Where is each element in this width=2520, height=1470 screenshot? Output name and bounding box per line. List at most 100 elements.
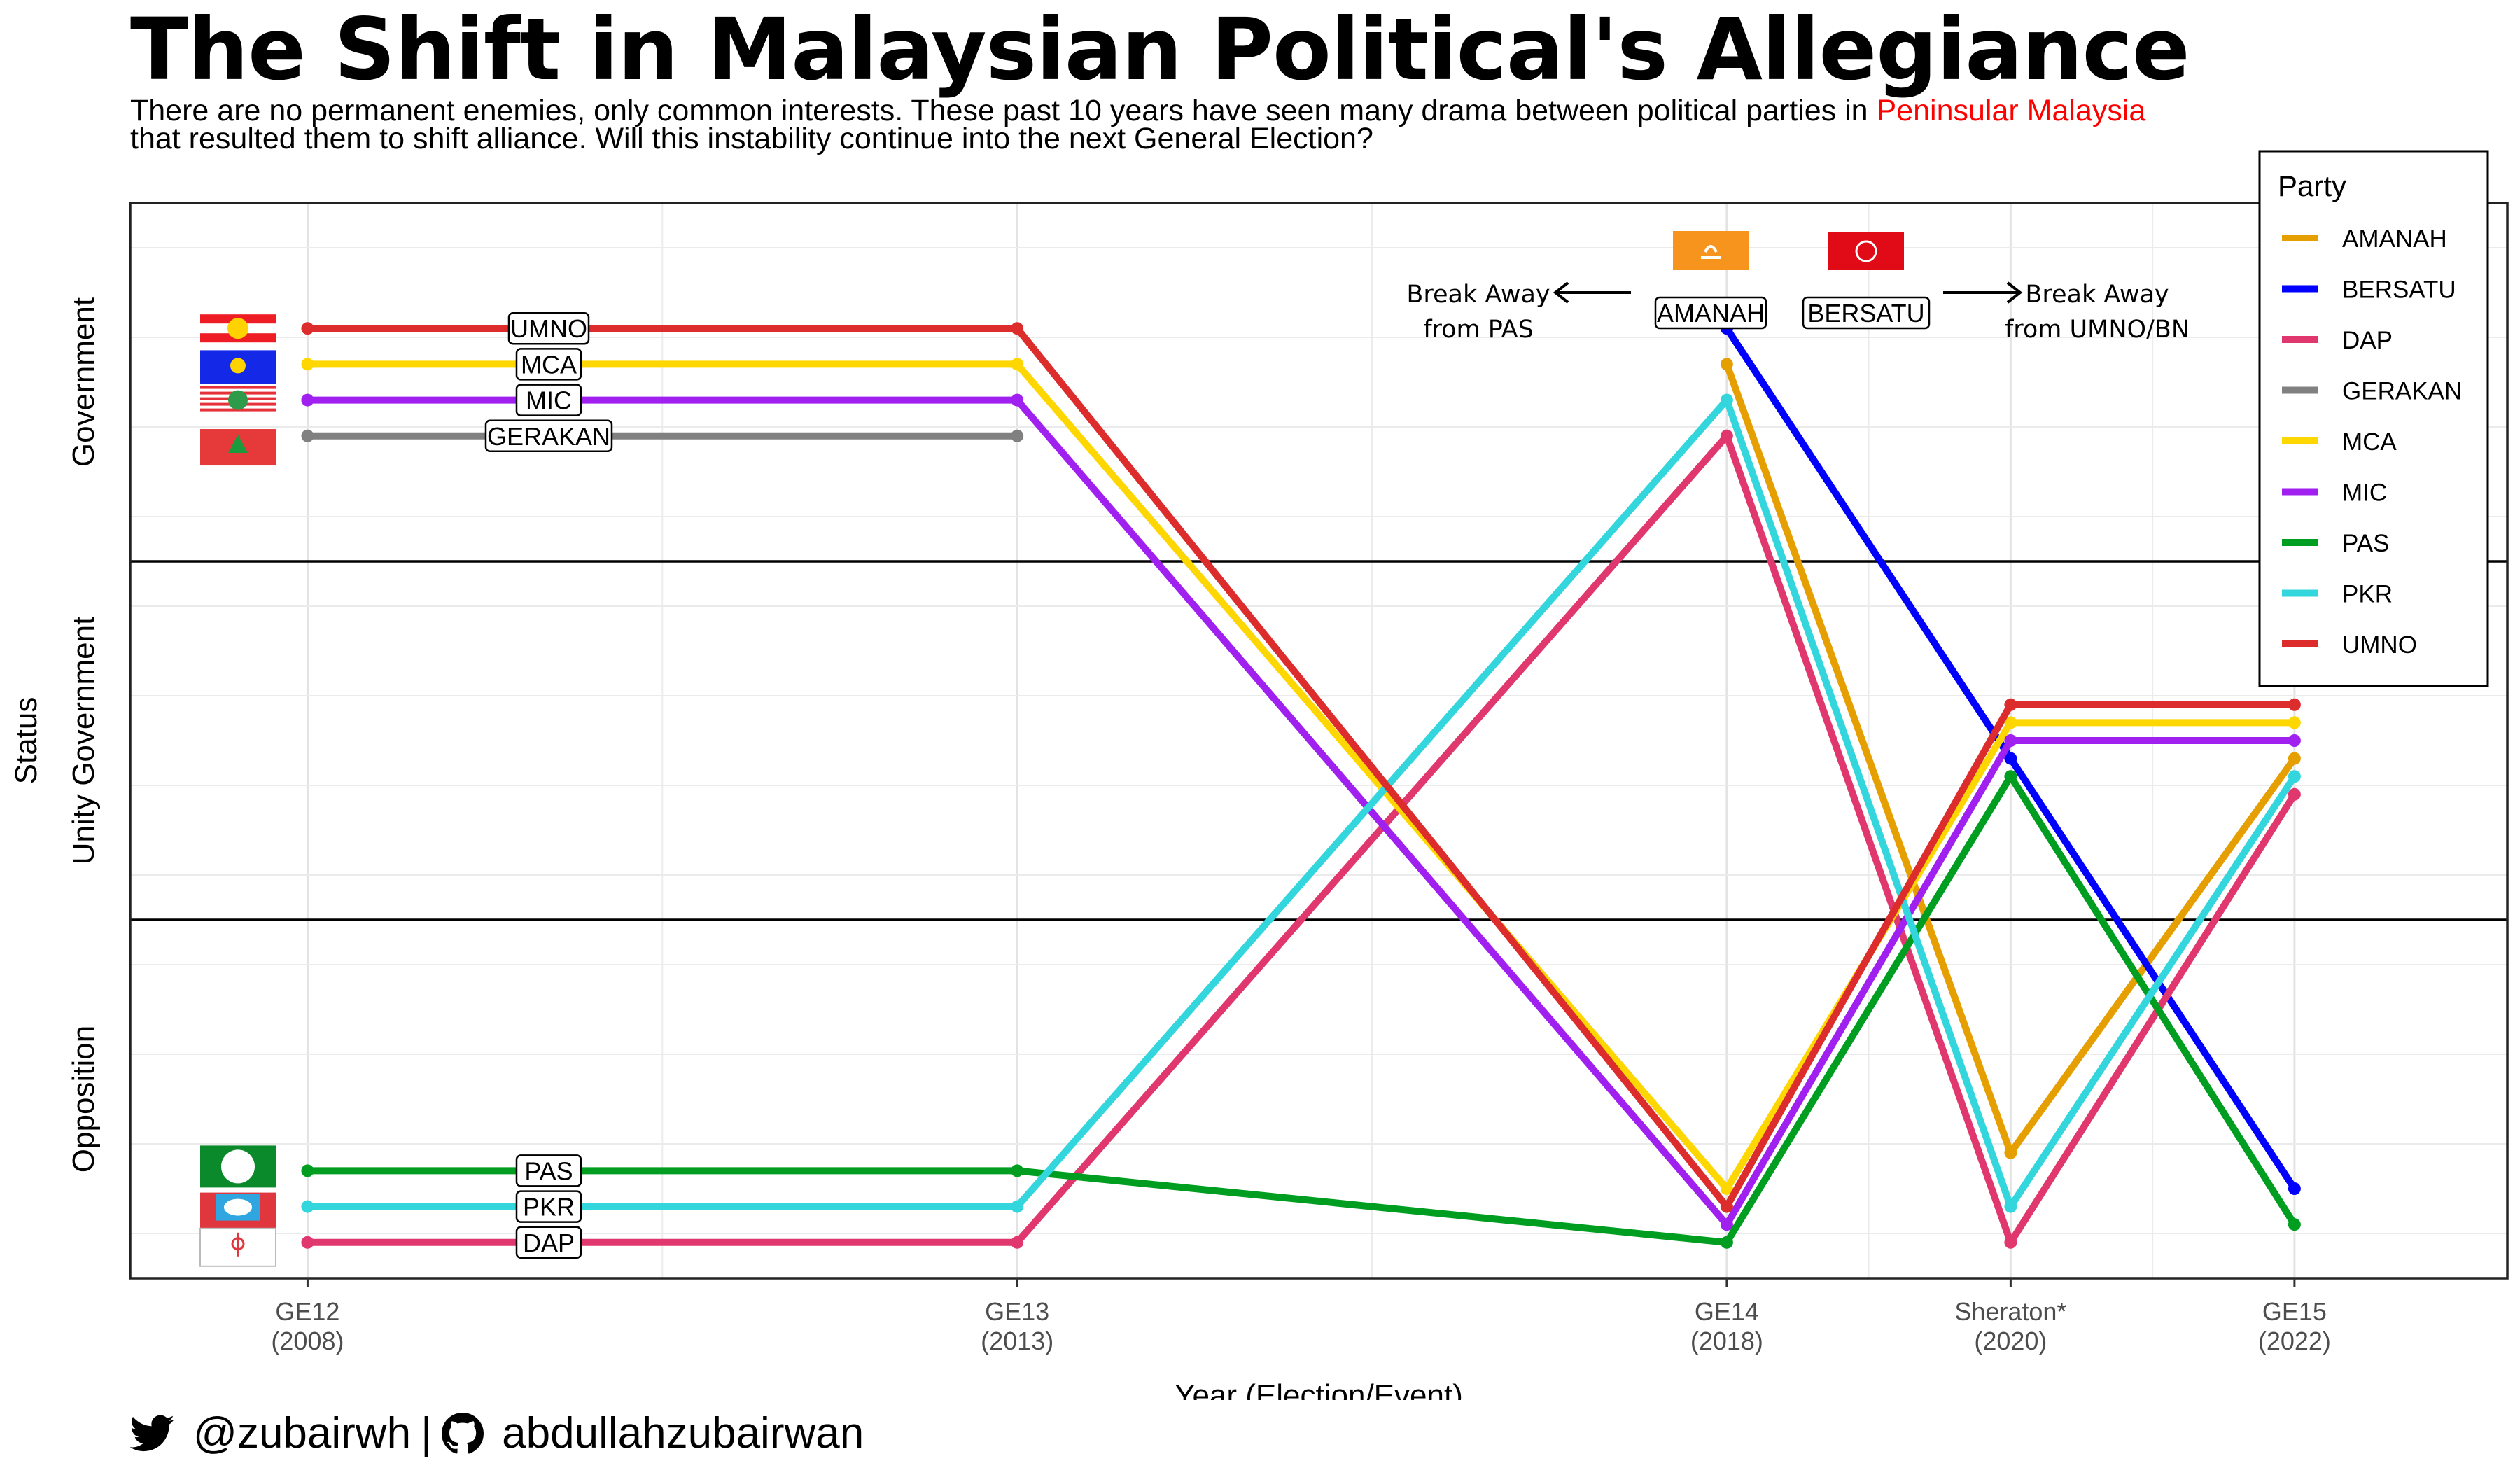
mic-logo — [200, 386, 276, 414]
subtitle-line-1: There are no permanent enemies, only com… — [130, 94, 2146, 128]
legend-label-umno: UMNO — [2342, 631, 2417, 659]
x-tick-sublabel: (2022) — [2258, 1326, 2331, 1355]
point-label-amanah: AMANAH — [1654, 296, 1768, 330]
data-point-mic — [2004, 734, 2017, 747]
data-point-dap — [1720, 429, 1733, 442]
point-label-mic-text: MIC — [526, 386, 572, 415]
point-label-mca: MCA — [515, 348, 582, 381]
legend-label-dap: DAP — [2342, 327, 2393, 354]
annotation-amanah-line2: from PAS — [1423, 316, 1534, 344]
logo-bg — [1828, 232, 1904, 270]
legend-label-mic: MIC — [2342, 479, 2387, 507]
subtitle-text: There are no permanent enemies, only com… — [130, 94, 1877, 127]
point-label-mca-box — [515, 348, 582, 381]
data-point-umno — [1011, 322, 1024, 335]
point-label-umno: UMNO — [507, 312, 590, 345]
point-label-gerakan-box — [484, 419, 613, 453]
plot-border — [129, 202, 2509, 1280]
party-logos — [200, 231, 1904, 1267]
x-tick-label: Sheraton* — [1954, 1297, 2066, 1326]
x-tick-sublabel: (2020) — [1974, 1326, 2047, 1355]
footer: @zubairwh | abdullahzubairwan — [130, 1408, 864, 1458]
data-point-pkr — [2004, 1200, 2017, 1213]
data-point-mca — [1011, 358, 1024, 371]
data-point-mca — [2288, 716, 2301, 729]
data-point-amanah — [2004, 1146, 2017, 1159]
point-label-pkr-box — [515, 1190, 582, 1223]
data-point-pas — [1011, 1164, 1024, 1177]
point-label-bersatu-text: BERSATU — [1807, 299, 1924, 328]
umno-logo — [200, 314, 276, 343]
x-tick-sublabel: (2013) — [981, 1326, 1054, 1355]
bersatu-logo — [1828, 232, 1904, 270]
logo-emblem — [221, 1149, 255, 1184]
logo-emblem — [230, 358, 246, 374]
x-tick-label: GE14 — [1695, 1297, 1759, 1326]
x-axis-title: Year (Election/Event) — [1175, 1378, 1463, 1400]
x-tick-label: GE13 — [985, 1297, 1049, 1326]
data-point-mca — [2004, 716, 2017, 729]
data-point-mca — [301, 358, 314, 371]
logo-emblem — [1855, 240, 1877, 262]
point-label-amanah-text: AMANAH — [1657, 299, 1765, 328]
x-tick-label: GE12 — [275, 1297, 340, 1326]
data-point-amanah — [1720, 358, 1733, 371]
point-label-bersatu-box — [1802, 296, 1931, 330]
point-label-pas-text: PAS — [524, 1156, 573, 1185]
x-tick-sublabel: (2008) — [271, 1326, 344, 1355]
data-point-umno — [2004, 698, 2017, 711]
pkr-logo — [200, 1192, 276, 1229]
y-band-label: Opposition — [66, 1026, 101, 1172]
data-point-pas — [2288, 1218, 2301, 1231]
point-label-dap: DAP — [515, 1226, 582, 1259]
data-point-mic — [301, 393, 314, 407]
annotation-arrowhead-right — [2006, 281, 2023, 304]
data-point-dap — [2004, 1236, 2017, 1249]
data-point-pkr — [1011, 1200, 1024, 1213]
point-label-pkr: PKR — [515, 1190, 582, 1223]
legend-label-amanah: AMANAH — [2342, 225, 2447, 253]
amanah-logo — [1673, 231, 1749, 270]
data-point-pkr — [301, 1200, 314, 1213]
data-point-pkr — [1720, 393, 1733, 407]
logo-emblem — [227, 318, 248, 340]
legend-label-pkr: PKR — [2342, 581, 2393, 608]
legend: Party AMANAH BERSATU DAP GERAKAN MCA MIC PAS PKR… — [2258, 150, 2489, 687]
point-label-dap-text: DAP — [523, 1228, 575, 1257]
point-label-pas-box — [515, 1154, 582, 1187]
data-point-gerakan — [301, 429, 314, 442]
annotation-arrowhead-left — [1553, 281, 1569, 304]
logo-emblem — [228, 435, 248, 454]
x-tick-label: GE15 — [2262, 1297, 2327, 1326]
line-chart: UMNO MCA MIC GERAKAN PAS PKR DAP AMANAH BERSATU B… — [9, 150, 2509, 1400]
data-point-umno — [1720, 1200, 1733, 1213]
dap-logo — [200, 1227, 276, 1267]
point-label-mic-box — [515, 384, 582, 416]
data-point-mic — [2288, 734, 2301, 747]
logo-emblem — [224, 1198, 252, 1216]
data-point-bersatu — [2004, 752, 2017, 765]
data-point-pas — [301, 1164, 314, 1177]
mca-logo — [200, 350, 276, 384]
point-label-amanah-box — [1654, 296, 1768, 330]
logo-stripe — [200, 386, 276, 389]
point-label-umno-box — [507, 312, 590, 345]
data-point-gerakan — [1011, 429, 1024, 442]
legend-label-gerakan: GERAKAN — [2342, 378, 2462, 405]
subtitle-line-2: that resulted them to shift alliance. Wi… — [130, 122, 1373, 155]
chart-title: The Shift in Malaysian Political's Alleg… — [130, 0, 2190, 99]
data-point-mic — [1720, 1218, 1733, 1231]
data-point-pas — [1720, 1236, 1733, 1249]
point-label-bersatu: BERSATU — [1802, 296, 1931, 330]
pas-logo — [200, 1145, 276, 1188]
legend-title: Party — [2278, 169, 2346, 202]
footer-separator: | — [421, 1409, 433, 1457]
gerakan-logo — [200, 429, 276, 466]
point-label-dap-box — [515, 1226, 582, 1259]
annotation-bersatu-line1: Break Away — [2025, 281, 2169, 309]
y-band-label: Unity Government — [66, 617, 101, 865]
data-point-pkr — [2288, 770, 2301, 783]
point-label-mca-text: MCA — [521, 350, 577, 379]
data-point-umno — [2288, 698, 2301, 711]
legend-label-mca: MCA — [2342, 428, 2397, 456]
